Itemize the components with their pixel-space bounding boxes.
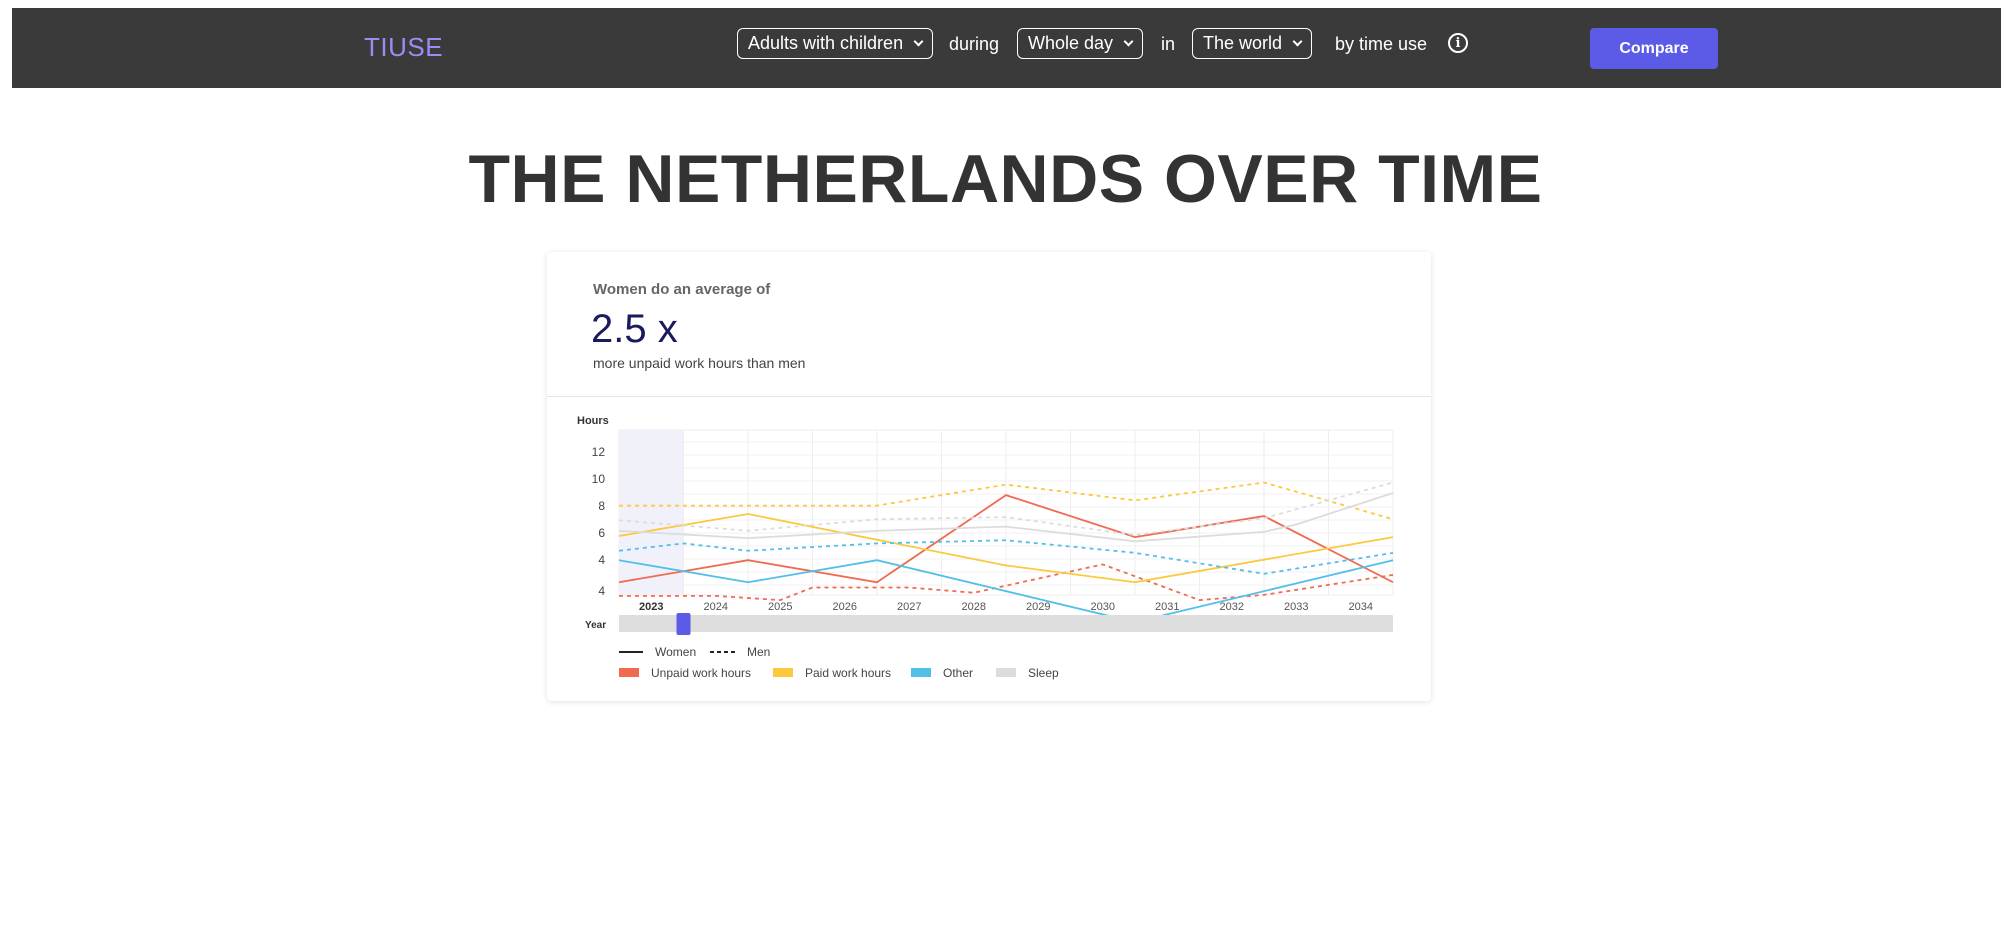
info-icon[interactable]: i [1448, 33, 1468, 53]
series-line-sleep-women [618, 492, 1394, 543]
top-navigation-bar: TIUSE Adults with children during Whole … [12, 8, 2001, 88]
series-line-other-men [618, 539, 1394, 575]
compare-button[interactable]: Compare [1590, 28, 1718, 69]
in-label: in [1161, 34, 1176, 54]
y-tick-label: 4 [598, 553, 605, 567]
page-title: THE NETHERLANDS OVER TIME [468, 141, 1543, 217]
stat-subtitle: more unpaid work hours than men [593, 355, 806, 371]
series-line-sleep-men [618, 481, 1394, 536]
x-tick-label: 2023 [639, 601, 663, 613]
x-tick-label: 2027 [897, 601, 921, 613]
series-line-other-women [618, 559, 1394, 624]
logo[interactable]: TIUSE [364, 32, 444, 62]
series-line-unpaid-work-hours-men [619, 563, 1394, 602]
legend-swatch-unpaid-work-hours [619, 668, 639, 677]
region-select[interactable]: The world [1192, 28, 1313, 59]
time-use-line-chart: Hours 4 4 6 8 10 12 2023 2024 2025 2026 2027 2028 202… [577, 415, 1394, 680]
group-select[interactable]: Adults with children [737, 28, 934, 59]
region-select-value: The world [1203, 33, 1283, 53]
x-tick-label: 2024 [704, 601, 728, 613]
by-time-use-label: by time use [1335, 34, 1428, 54]
legend-category-label: Other [943, 666, 973, 680]
y-tick-label: 8 [598, 499, 605, 513]
legend-swatch-other [911, 668, 931, 677]
y-tick-label: 10 [592, 472, 606, 486]
year-slider-label: Year [585, 620, 606, 631]
x-tick-label: 2032 [1220, 601, 1244, 613]
x-tick-label: 2034 [1349, 601, 1373, 613]
legend-category-label: Paid work hours [805, 666, 891, 680]
y-tick-label: 6 [598, 526, 605, 540]
legend-swatch-sleep [996, 668, 1016, 677]
chevron-down-icon [1123, 36, 1134, 47]
legend-category-label: Unpaid work hours [651, 666, 751, 680]
group-select-value: Adults with children [748, 33, 904, 53]
legend-category-label: Sleep [1028, 666, 1059, 680]
series-line-unpaid-work-hours-women [618, 494, 1394, 584]
x-tick-label: 2031 [1155, 601, 1179, 613]
y-axis-label: Hours [577, 415, 609, 427]
during-label: during [949, 34, 1000, 54]
x-tick-label: 2033 [1284, 601, 1308, 613]
period-select[interactable]: Whole day [1017, 28, 1144, 59]
x-tick-label: 2028 [962, 601, 986, 613]
period-select-value: Whole day [1028, 33, 1114, 53]
y-tick-label: 12 [592, 445, 606, 459]
chevron-down-icon [1292, 36, 1303, 47]
chart-card: Women do an average of 2.5 x more unpaid… [547, 252, 1431, 701]
y-tick-label: 4 [598, 584, 605, 598]
card-divider [547, 396, 1431, 397]
x-tick-label: 2030 [1091, 601, 1115, 613]
stat-label: Women do an average of [593, 281, 771, 298]
year-slider-track[interactable] [619, 615, 1393, 632]
legend-men-label: Men [747, 645, 770, 659]
chevron-down-icon [913, 36, 924, 47]
series-line-paid-work-hours-women [618, 513, 1394, 584]
selected-year-highlight [619, 430, 684, 595]
stat-value: 2.5 x [591, 307, 678, 351]
year-slider-handle[interactable] [676, 613, 691, 635]
legend-women-label: Women [655, 645, 696, 659]
x-tick-label: 2026 [833, 601, 857, 613]
x-tick-label: 2025 [768, 601, 792, 613]
legend-swatch-paid-work-hours [773, 668, 793, 677]
x-tick-label: 2029 [1026, 601, 1050, 613]
